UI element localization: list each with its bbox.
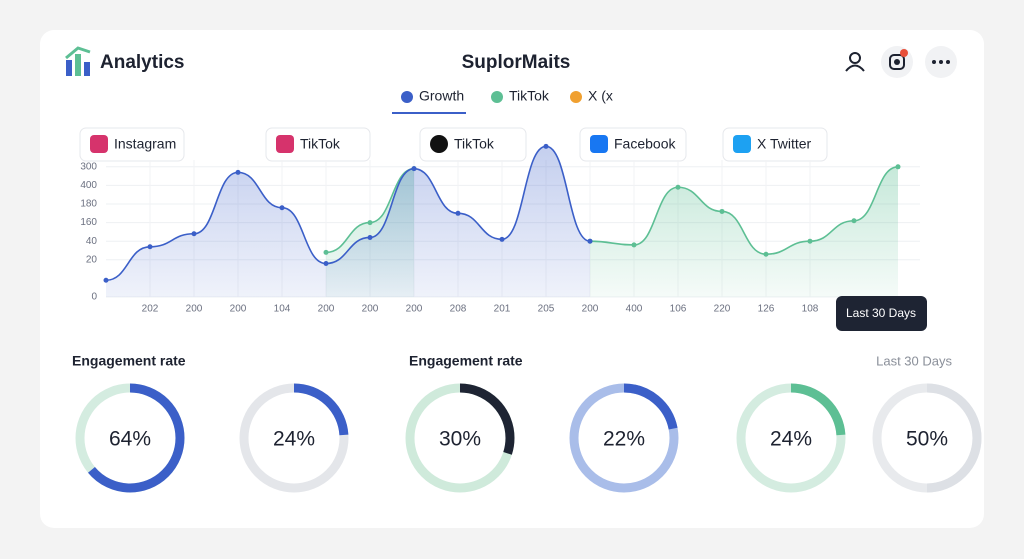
title: SuplorMaits — [462, 52, 571, 73]
y-tick-label: 0 — [91, 292, 97, 303]
donut-label: 64% — [109, 428, 151, 451]
donut-arc — [872, 383, 982, 493]
y-tick-label: 40 — [86, 236, 98, 247]
donut-arc — [75, 383, 185, 493]
x-tick-label: 200 — [406, 304, 423, 315]
x-tick-label: 400 — [626, 304, 643, 315]
legend-swatch — [570, 91, 582, 103]
tooltip-text: Last 30 Days — [846, 306, 916, 320]
x-tick-label: 208 — [450, 304, 467, 315]
y-tick-label: 160 — [80, 217, 97, 228]
point — [455, 210, 461, 216]
donut-arc — [736, 383, 846, 493]
x-tick-label: 126 — [758, 304, 775, 315]
y-tick-label: 180 — [80, 199, 97, 210]
line-chart: 0 20 40 160 180 400 300 202 200 200 104 200 200 200 20… — [80, 143, 920, 315]
donut-arc — [405, 383, 515, 493]
point — [587, 238, 593, 244]
section-label: Engagement rate — [409, 353, 523, 369]
x-tick-label: 200 — [362, 304, 379, 315]
legend-swatch — [491, 91, 503, 103]
legend: Growth TikTok X (x — [401, 88, 613, 104]
point — [499, 236, 505, 242]
user-icon[interactable] — [845, 52, 865, 72]
point — [367, 220, 373, 226]
tooltip: Last 30 Days — [836, 296, 927, 331]
point — [279, 205, 285, 211]
point — [851, 218, 857, 224]
more-icon[interactable] — [925, 46, 957, 78]
tab[interactable] — [419, 127, 527, 162]
y-tick-label: 300 — [80, 161, 97, 172]
donut-label: 30% — [439, 428, 481, 451]
legend-label[interactable]: TikTok — [509, 88, 550, 104]
point — [323, 249, 329, 255]
x-tick-label: 200 — [186, 304, 203, 315]
x-tick-label: 200 — [582, 304, 599, 315]
point — [763, 251, 769, 257]
point — [411, 166, 417, 172]
brand: Analytics — [100, 52, 184, 73]
point — [323, 261, 329, 267]
tab-icon — [733, 135, 751, 153]
point — [675, 184, 681, 190]
x-tick-label: 205 — [538, 304, 555, 315]
tab-icon — [90, 135, 108, 153]
legend-swatch — [401, 91, 413, 103]
donut-label: 22% — [603, 428, 645, 451]
donut-label: 24% — [273, 428, 315, 451]
donut-label: 50% — [906, 428, 948, 451]
point — [543, 143, 549, 149]
tab-label[interactable]: TikTok — [454, 136, 495, 152]
donut-label: 24% — [770, 428, 812, 451]
donuts: 64% 24% 30% 22% 24% 50% — [75, 383, 982, 493]
tab-icon — [276, 135, 294, 153]
legend-label[interactable]: X (x — [588, 88, 613, 104]
x-tick-label: 202 — [142, 304, 159, 315]
point — [191, 231, 197, 237]
x-tick-label: 106 — [670, 304, 687, 315]
tab-icon — [590, 135, 608, 153]
y-tick-label: 400 — [80, 180, 97, 191]
x-tick-label: 201 — [494, 304, 511, 315]
period-label: Last 30 Days — [876, 353, 952, 368]
point — [103, 277, 109, 283]
legend-label[interactable]: Growth — [419, 88, 464, 104]
logo — [65, 46, 91, 76]
point — [807, 238, 813, 244]
notification-icon[interactable] — [881, 46, 913, 78]
y-tick-label: 20 — [86, 254, 98, 265]
point — [719, 208, 725, 214]
x-tick-label: 108 — [802, 304, 819, 315]
x-tick-label: 200 — [230, 304, 247, 315]
tab-label[interactable]: Instagram — [114, 136, 176, 152]
x-tick-label: 104 — [274, 304, 291, 315]
point — [631, 242, 637, 248]
donut-arc — [569, 383, 679, 493]
tab-label[interactable]: TikTok — [300, 136, 341, 152]
platform-tabs: Instagram TikTok TikTok Facebook X Twitter — [79, 127, 828, 162]
section-label: Engagement rate — [72, 353, 186, 369]
area — [106, 146, 590, 297]
tab-label[interactable]: X Twitter — [757, 136, 812, 152]
point — [895, 164, 901, 170]
tab-icon — [430, 135, 448, 153]
x-tick-label: 200 — [318, 304, 335, 315]
point — [367, 234, 373, 240]
point — [235, 169, 241, 175]
area — [590, 166, 898, 297]
donut-arc — [239, 383, 349, 493]
x-tick-label: 220 — [714, 304, 731, 315]
point — [147, 244, 153, 250]
tab-label[interactable]: Facebook — [614, 136, 676, 152]
